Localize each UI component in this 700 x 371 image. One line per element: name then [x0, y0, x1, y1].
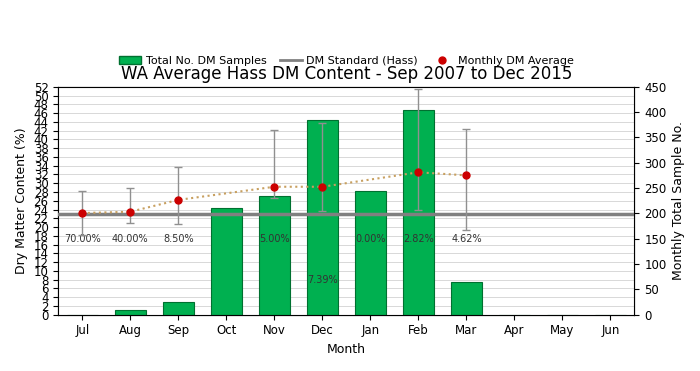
Bar	[451, 282, 482, 315]
Legend: Total No. DM Samples, DM Standard (Hass), Monthly DM Average: Total No. DM Samples, DM Standard (Hass)…	[115, 51, 578, 70]
X-axis label: Month: Month	[327, 343, 366, 356]
Text: 7.39%: 7.39%	[307, 275, 337, 285]
Bar	[307, 120, 338, 315]
Title: WA Average Hass DM Content - Sep 2007 to Dec 2015: WA Average Hass DM Content - Sep 2007 to…	[120, 65, 572, 82]
Text: 4.62%: 4.62%	[451, 234, 482, 244]
Text: 40.00%: 40.00%	[112, 234, 148, 244]
Y-axis label: Monthly Total Sample No.: Monthly Total Sample No.	[672, 121, 685, 280]
Text: 8.50%: 8.50%	[163, 234, 194, 244]
Text: 70.00%: 70.00%	[64, 234, 101, 244]
Text: 5.00%: 5.00%	[259, 234, 290, 244]
Text: 0.00%: 0.00%	[355, 234, 386, 244]
Bar	[355, 191, 386, 315]
Bar	[162, 302, 194, 315]
Bar	[402, 109, 434, 315]
Text: 2.82%: 2.82%	[403, 234, 434, 244]
Y-axis label: Dry Matter Content (%): Dry Matter Content (%)	[15, 128, 28, 274]
Bar	[211, 209, 242, 315]
Bar	[115, 310, 146, 315]
Bar	[259, 196, 290, 315]
